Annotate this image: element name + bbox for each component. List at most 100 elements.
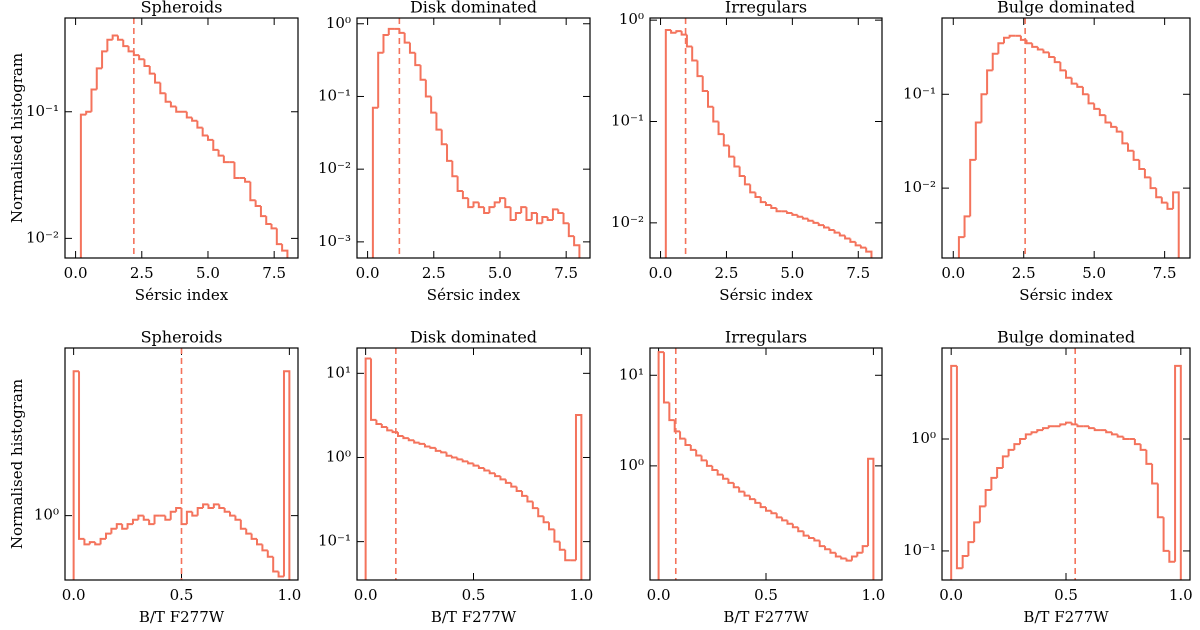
histogram-step (859, 245, 867, 249)
histogram-step (984, 489, 992, 507)
histogram-step (845, 558, 852, 562)
histogram-step (1036, 429, 1044, 433)
histogram-step (668, 402, 675, 422)
histogram-step (711, 465, 718, 472)
y-tick-label: 10¹ (326, 363, 351, 381)
y-tick-label: 10⁻¹ (903, 84, 936, 102)
histogram-step (548, 522, 555, 531)
histogram-step (673, 420, 681, 433)
x-axis-label: Sérsic index (427, 286, 521, 304)
x-axis-label: B/T F277W (723, 608, 809, 626)
histogram-step (440, 450, 447, 454)
histogram-step (472, 201, 479, 208)
x-axis-label: Sérsic index (135, 286, 229, 304)
panel-title: Disk dominated (410, 0, 537, 17)
histogram-step (142, 515, 150, 521)
histogram-step (483, 467, 490, 472)
histogram-step (670, 29, 677, 34)
histogram-step (402, 436, 409, 440)
x-axis-label: B/T F277W (431, 608, 517, 626)
histogram-step (249, 181, 256, 202)
histogram-step (1132, 150, 1140, 161)
histogram-step (430, 96, 437, 114)
histogram-step (450, 455, 458, 459)
y-tick-label: 10⁻³ (318, 232, 351, 250)
histogram-step (765, 507, 772, 512)
y-tick-label: 10⁻¹ (903, 541, 936, 559)
histogram-step (695, 449, 702, 457)
y-tick-label: 10⁻² (611, 213, 644, 231)
histogram-step (488, 470, 496, 475)
histogram-step (856, 551, 863, 557)
panel-title: Bulge dominated (997, 328, 1135, 347)
histogram-step (217, 149, 224, 157)
histogram-step (256, 538, 263, 546)
x-tick-label: 7.5 (262, 264, 286, 282)
histogram-step (738, 487, 745, 493)
histogram-step (537, 508, 544, 518)
y-tick-label: 10⁻² (903, 178, 936, 196)
histogram-step (435, 112, 442, 131)
histogram-step (1019, 437, 1026, 445)
histogram-step (991, 52, 999, 71)
panel-title: Spheroids (141, 328, 223, 347)
histogram-step (955, 365, 963, 570)
histogram-step (270, 223, 277, 230)
histogram-step (950, 364, 957, 580)
panel: Irregulars B/T F277W 0.0 0.5 1.0 10⁰ 10¹ (619, 328, 885, 627)
histogram-step (265, 216, 272, 225)
x-tick-label: 0.0 (354, 586, 378, 604)
histogram-step (202, 503, 209, 508)
histogram-step (499, 476, 506, 481)
histogram-step (148, 519, 155, 526)
histogram-step (754, 499, 761, 504)
histogram-step (775, 208, 782, 213)
histogram-step (717, 121, 724, 136)
plot-frame (356, 17, 591, 259)
histogram-step (685, 34, 693, 48)
histogram-step (277, 571, 284, 578)
histogram-step (407, 438, 415, 442)
histogram-step (488, 206, 495, 213)
histogram-step (164, 93, 171, 103)
histogram-step (728, 145, 735, 158)
histogram-step (521, 490, 528, 497)
histogram-step (1070, 422, 1078, 426)
histogram-step (206, 135, 214, 141)
histogram-step (834, 552, 842, 558)
histogram-step (445, 452, 452, 457)
histogram-step (498, 197, 506, 203)
histogram-step (110, 527, 117, 534)
histogram-step (456, 457, 463, 461)
x-tick-label: 1.0 (861, 586, 885, 604)
x-tick-label: 0.0 (356, 264, 380, 282)
x-tick-label: 1.0 (277, 586, 301, 604)
histogram-step (536, 212, 543, 225)
histogram-step (733, 156, 740, 168)
panel: Bulge dominated B/T F277W 0.0 0.5 1.0 10⁻¹ 10⁰ (903, 328, 1193, 627)
histogram-step (786, 520, 793, 525)
histogram-step (1001, 455, 1009, 469)
histogram-step (1003, 36, 1010, 44)
histogram-step (732, 482, 740, 489)
histogram-step (996, 467, 1003, 478)
histogram-step (1122, 436, 1130, 440)
histogram-step (408, 42, 416, 54)
histogram-step (1116, 434, 1124, 438)
histogram-step (509, 207, 516, 221)
histogram-step (387, 27, 395, 36)
histogram-step (104, 532, 112, 539)
histogram-step (261, 544, 268, 552)
x-tick-label: 0.5 (462, 586, 486, 604)
histogram-step (840, 556, 847, 560)
plot-frame (941, 17, 1191, 259)
histogram-step (1098, 108, 1106, 117)
histogram-step (562, 212, 569, 225)
histogram-step (461, 191, 469, 200)
histogram-step (838, 232, 846, 237)
panel: Bulge dominated Sérsic index 0.0 2.5 5.0 7.5 1… (903, 0, 1191, 304)
histogram-step (259, 206, 267, 218)
histogram-step (467, 198, 474, 209)
histogram-step (961, 555, 969, 569)
histogram-step (797, 527, 804, 533)
